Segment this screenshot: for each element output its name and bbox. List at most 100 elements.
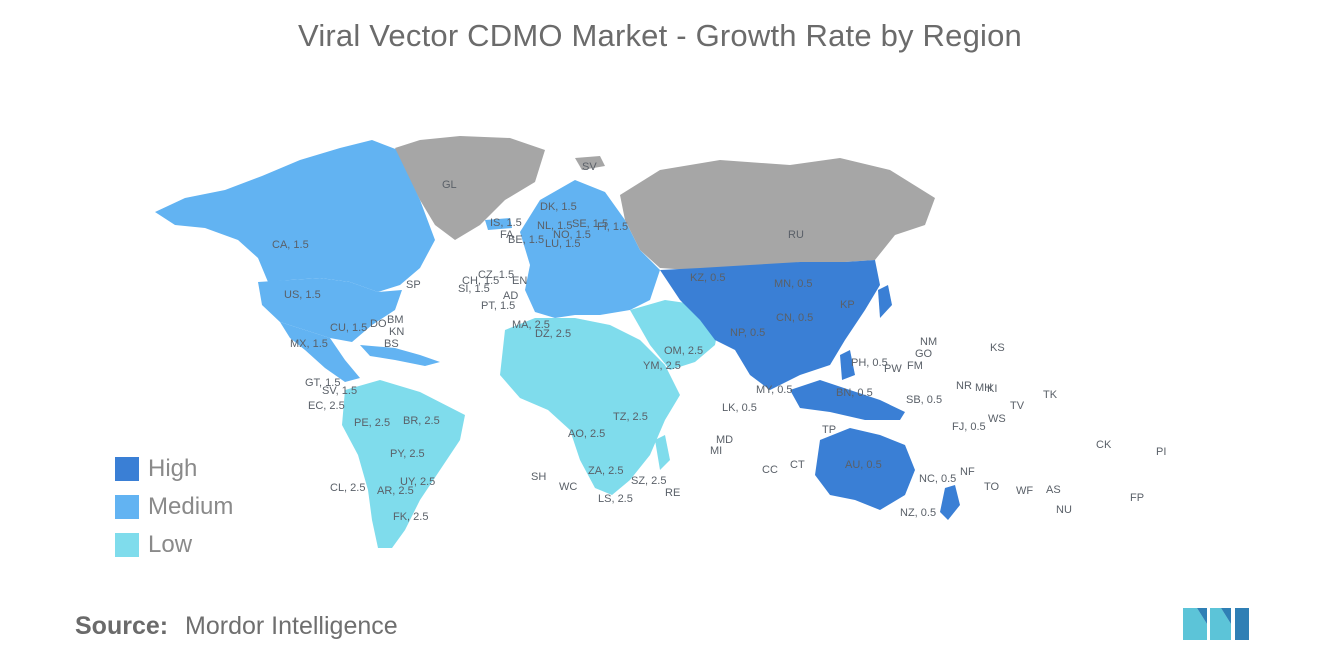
region-canada (155, 140, 435, 292)
label-np: NP, 0.5 (730, 327, 765, 339)
label-lk: LK, 0.5 (722, 402, 757, 414)
label-mx: MX, 1.5 (290, 338, 328, 350)
label-ks: KS (990, 342, 1005, 354)
label-ls: LS, 2.5 (598, 493, 633, 505)
label-wf: WF (1016, 485, 1033, 497)
label-ca: CA, 1.5 (272, 239, 309, 251)
label-ad: AD (503, 290, 518, 302)
label-za: ZA, 2.5 (588, 465, 623, 477)
label-ym: YM, 2.5 (643, 360, 681, 372)
label-sp: SP (406, 279, 421, 291)
label-nl: NL, 1.5 (537, 220, 572, 232)
label-go: GO (915, 348, 933, 360)
label-cn: CN, 0.5 (776, 312, 813, 324)
region-caribbean (360, 345, 440, 366)
legend-swatch-high (115, 457, 139, 481)
label-pe: PE, 2.5 (354, 417, 390, 429)
label-kz: KZ, 0.5 (690, 272, 725, 284)
label-bn: BN, 0.5 (836, 387, 873, 399)
label-pt: PT, 1.5 (481, 300, 515, 312)
label-us: US, 1.5 (284, 289, 321, 301)
source-label: Source: (75, 612, 169, 640)
region-usa (258, 278, 402, 342)
label-ru: RU (788, 229, 804, 241)
label-pi: PI (1156, 446, 1166, 458)
label-ws: WS (988, 413, 1006, 425)
label-se: SE, 1.5 (572, 218, 608, 230)
label-md: MD (716, 434, 733, 446)
legend-swatch-medium (115, 495, 139, 519)
region-japan (878, 285, 892, 318)
label-my: MY, 0.5 (756, 384, 793, 396)
label-ki: KI (987, 383, 997, 395)
region-russia (620, 158, 935, 272)
label-ck: CK (1096, 439, 1112, 451)
label-tz: TZ, 2.5 (613, 411, 648, 423)
region-svalbard (575, 156, 605, 170)
region-madagascar (655, 435, 670, 470)
label-wc: WC (559, 481, 577, 493)
label-fk: FK, 2.5 (393, 511, 428, 523)
label-re: RE (665, 487, 680, 499)
mordor-logo-icon (1183, 602, 1249, 645)
label-en: EN (512, 275, 527, 287)
label-do: DO (370, 318, 387, 330)
label-mn: MN, 0.5 (774, 278, 813, 290)
legend-item-medium: Medium (115, 488, 233, 526)
label-fp: FP (1130, 492, 1144, 504)
legend-label-medium: Medium (148, 493, 234, 520)
label-tv: TV (1010, 400, 1025, 412)
label-as: AS (1046, 484, 1061, 496)
legend: High Medium Low (115, 450, 233, 564)
label-tp: TP (822, 424, 836, 436)
legend-swatch-low (115, 533, 139, 557)
region-south-america (342, 380, 465, 548)
label-kn: KN (389, 326, 404, 338)
label-sb: SB, 0.5 (906, 394, 942, 406)
label-dz: DZ, 2.5 (535, 328, 571, 340)
label-mh: MH (975, 382, 992, 394)
label-lu: LU, 1.5 (545, 238, 580, 250)
region-iceland (485, 218, 512, 230)
label-no: NO, 1.5 (553, 229, 591, 241)
label-dk: DK, 1.5 (540, 201, 577, 213)
chart-title: Viral Vector CDMO Market - Growth Rate b… (298, 18, 1022, 53)
label-to: TO (984, 481, 1000, 493)
label-ar: AR, 2.5 (377, 485, 414, 497)
label-be: BE, 1.5 (508, 234, 544, 246)
label-nm: NM (920, 336, 937, 348)
legend-item-low: Low (115, 526, 233, 564)
label-fm: FM (907, 360, 923, 372)
label-sv: SV (582, 161, 597, 173)
region-new-zealand (940, 485, 960, 520)
label-sz: SZ, 2.5 (631, 475, 666, 487)
label-bs: BS (384, 338, 399, 350)
region-greenland (395, 136, 545, 240)
region-africa (500, 318, 680, 495)
label-ct: CT (790, 459, 805, 471)
label-nr: NR (956, 380, 972, 392)
label-sh: SH (531, 471, 546, 483)
label-cc: CC (762, 464, 778, 476)
label-pw: PW (884, 363, 902, 375)
legend-label-high: High (148, 455, 198, 482)
label-tk: TK (1043, 389, 1058, 401)
region-philippines (840, 350, 855, 380)
label-fi: FI, 1.5 (597, 221, 628, 233)
region-asia (660, 260, 880, 390)
label-kp: KP (840, 299, 855, 311)
region-australia (815, 428, 915, 510)
label-br: BR, 2.5 (403, 415, 440, 427)
label-ma: MA, 2.5 (512, 319, 550, 331)
label-mi: MI (710, 445, 722, 457)
label-is: IS, 1.5 (490, 217, 522, 229)
label-cl: CL, 2.5 (330, 482, 365, 494)
source-note: Source: Mordor Intelligence (75, 612, 398, 641)
label-cz: CZ, 1.5 (478, 269, 514, 281)
label-gt: GT, 1.5 (305, 377, 340, 389)
label-ao: AO, 2.5 (568, 428, 605, 440)
legend-label-low: Low (148, 531, 193, 558)
label-fj: FJ, 0.5 (952, 421, 986, 433)
region-europe (520, 180, 660, 318)
legend-item-high: High (115, 450, 233, 488)
